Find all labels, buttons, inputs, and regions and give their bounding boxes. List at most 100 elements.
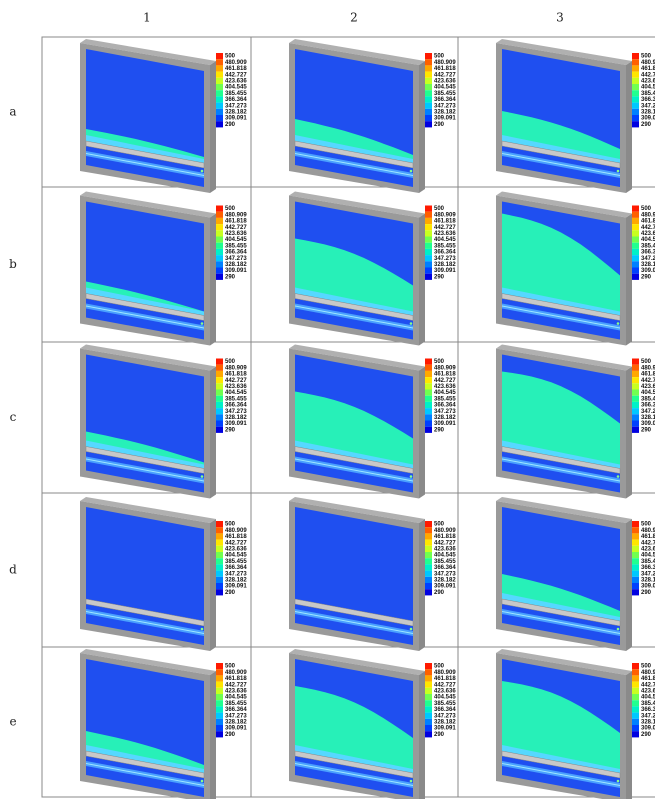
sensor <box>616 322 620 325</box>
colorbar-label: 480.909 <box>434 212 456 218</box>
colorbar-swatch <box>425 589 432 596</box>
colorbar-swatch <box>632 712 639 719</box>
colorbar-label: 442.727 <box>225 72 247 78</box>
colorbar-swatch <box>216 383 223 390</box>
colorbar-label: 480.909 <box>225 528 247 534</box>
colorbar-swatch <box>425 521 432 528</box>
colorbar-label: 404.5 <box>641 390 655 396</box>
colorbar-label: 328.182 <box>434 109 456 115</box>
colorbar-swatch <box>216 675 223 682</box>
sensor <box>409 779 413 783</box>
colorbar-label: 309.091 <box>434 584 456 590</box>
lower-stripe <box>295 153 413 176</box>
sensor <box>200 475 204 478</box>
colorbar-swatch <box>216 663 223 670</box>
colorbar-swatch <box>216 533 223 540</box>
panel-top <box>80 344 216 371</box>
colorbar-swatch <box>216 77 223 84</box>
colorbar-label: 442.727 <box>434 72 456 78</box>
colorbar-label: 309.0 <box>641 116 655 122</box>
colorbar-label: 500 <box>434 54 445 60</box>
colorbar-label: 442.727 <box>225 682 247 688</box>
colorbar-swatch <box>425 414 432 421</box>
colorbar-label: 385.455 <box>434 396 456 402</box>
colorbar-label: 328.182 <box>434 262 456 268</box>
colorbar-label: 309.091 <box>225 584 247 590</box>
colorbar-swatch <box>216 576 223 583</box>
colorbar-swatch <box>425 121 432 128</box>
colorbar-swatch <box>425 663 432 670</box>
panel-top <box>80 191 216 218</box>
colorbar-swatch <box>425 211 432 218</box>
colorbar-swatch <box>425 71 432 78</box>
colorbar-label: 309.0 <box>641 584 655 590</box>
colorbar-label: 461.818 <box>434 219 456 225</box>
colorbar-swatch <box>425 59 432 66</box>
colorbar-label: 347.2 <box>641 713 655 719</box>
colorbar-label: 461.8 <box>641 219 655 225</box>
colorbar-label: 366.3 <box>641 97 655 103</box>
colorbar-label: 366.364 <box>434 97 456 103</box>
colorbar-swatch <box>216 681 223 688</box>
colorbar-swatch <box>632 370 639 378</box>
colorbar-label: 290 <box>434 122 445 128</box>
colorbar-swatch <box>632 102 639 109</box>
colorbar-label: 480.9 <box>641 528 655 534</box>
colorbar-swatch <box>425 694 432 701</box>
colorbar-label: 347.273 <box>434 571 456 577</box>
colorbar-swatch <box>632 77 639 84</box>
colorbar-label: 290 <box>225 732 236 738</box>
colorbar-swatch <box>425 558 432 565</box>
colorbar-label: 404.545 <box>225 695 247 701</box>
colorbar-swatch <box>632 700 639 707</box>
colorbar-label: 480.909 <box>225 670 247 676</box>
colorbar-label: 442.727 <box>434 225 456 231</box>
row-label: b <box>9 257 17 271</box>
colorbar-label: 385.455 <box>225 243 247 249</box>
colorbar-swatch <box>425 576 432 583</box>
colorbar-swatch <box>216 273 223 280</box>
colorbar-swatch <box>632 261 639 268</box>
colorbar-swatch <box>216 521 223 528</box>
colorbar-label: 461.8 <box>641 676 655 682</box>
colorbar-swatch <box>425 102 432 109</box>
panel-side <box>210 366 216 499</box>
colorbar-swatch <box>425 65 432 72</box>
colorbar-label: 500 <box>641 522 652 528</box>
colorbar-label: 385.455 <box>434 91 456 97</box>
colorbar-swatch <box>425 261 432 268</box>
colorbar-swatch <box>425 539 432 546</box>
colorbar-swatch <box>425 725 432 732</box>
colorbar-swatch <box>632 84 639 91</box>
colorbar-swatch <box>425 96 432 103</box>
lower-stripe <box>502 153 620 176</box>
colorbar-label: 404.545 <box>434 237 456 243</box>
colorbar-label: 442.727 <box>225 540 247 546</box>
colorbar-swatch <box>632 414 639 421</box>
colorbar-label: 347.273 <box>225 571 247 577</box>
colorbar-swatch <box>216 558 223 565</box>
colorbar-swatch <box>632 364 639 371</box>
colorbar-label: 309.091 <box>434 116 456 122</box>
colorbar-swatch <box>216 115 223 122</box>
colorbar-swatch <box>216 564 223 571</box>
simulation-panel: 500480.909461.818442.727423.636404.54538… <box>289 649 456 799</box>
colorbar-swatch <box>216 358 223 365</box>
colorbar-label: 347.273 <box>434 103 456 109</box>
colorbar-label: 461.8 <box>641 372 655 378</box>
sensor <box>616 627 620 631</box>
colorbar-label: 480.9 <box>641 212 655 218</box>
colorbar-label: 309.0 <box>641 268 655 274</box>
colorbar-label: 328.1 <box>641 719 655 725</box>
colorbar-label: 385.455 <box>225 559 247 565</box>
colorbar-swatch <box>216 712 223 719</box>
plume-edge <box>295 287 413 316</box>
colorbar-label: 404.545 <box>225 553 247 559</box>
colorbar-swatch <box>425 377 432 384</box>
colorbar-label: 423.636 <box>434 384 456 390</box>
colorbar-label: 328.182 <box>225 415 247 421</box>
pipe <box>501 598 621 627</box>
colorbar-swatch <box>425 370 432 378</box>
colorbar-label: 366.364 <box>434 565 456 571</box>
